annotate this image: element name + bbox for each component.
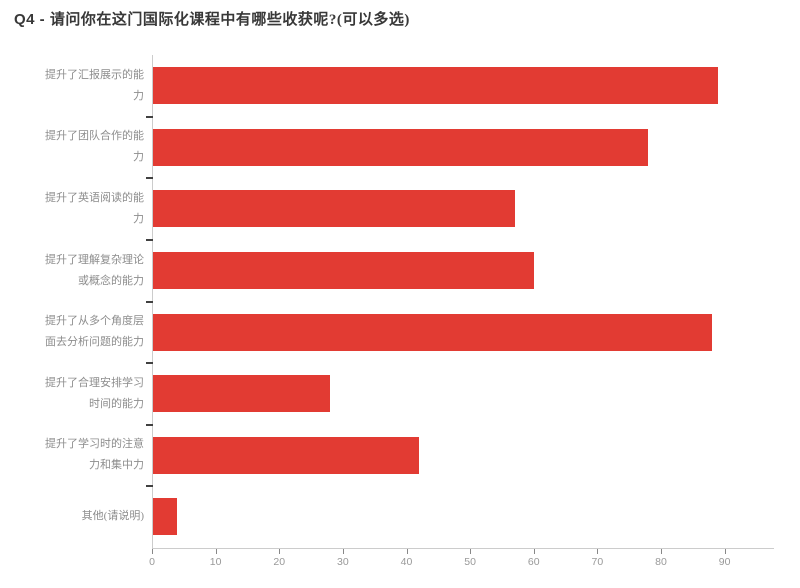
bar [152, 313, 712, 351]
bar [152, 498, 178, 536]
bar-track [152, 363, 773, 425]
horizontal-bar-chart: 提升了汇报展示的能力提升了团队合作的能力提升了英语阅读的能力提升了理解复杂理论或… [7, 55, 787, 580]
category-label: 提升了理解复杂理论 或概念的能力 [45, 253, 144, 287]
x-axis-tick-label: 60 [527, 556, 540, 568]
category-boundary-tick [146, 238, 153, 241]
x-axis-tick-label: 30 [337, 556, 349, 568]
category-boundary-tick [146, 423, 153, 426]
chart-row: 提升了合理安排学习 时间的能力 [7, 363, 773, 425]
x-axis-tick-label: 70 [591, 556, 604, 568]
category-boundary-tick [146, 177, 153, 180]
category-label: 提升了合理安排学习 时间的能力 [45, 376, 144, 410]
bar-track [152, 486, 773, 548]
bar-track [152, 55, 773, 117]
category-label: 提升了学习时的注意 力和集中力 [45, 438, 144, 472]
bar [152, 252, 534, 290]
question-text: 请问你在这门国际化课程中有哪些收获呢?(可以多选) [49, 12, 410, 28]
chart-row: 提升了团队合作的能力 [7, 117, 773, 179]
x-axis-tick [279, 549, 281, 554]
x-axis-tick [342, 549, 344, 554]
x-axis-tick [533, 549, 535, 554]
bar [152, 190, 515, 228]
bar-track [152, 240, 773, 302]
category-label: 提升了团队合作的能力 [45, 130, 144, 164]
chart-row: 提升了汇报展示的能力 [7, 55, 773, 117]
bar [152, 128, 649, 166]
bar-track [152, 178, 773, 240]
category-label: 提升了英语阅读的能力 [45, 191, 144, 225]
x-axis-tick-label: 50 [464, 556, 476, 568]
x-axis-tick [152, 549, 153, 554]
bar-track [152, 117, 773, 179]
bar [152, 67, 719, 105]
category-boundary-tick [146, 362, 153, 365]
x-axis-tick-label: 20 [273, 556, 286, 568]
chart-row: 提升了英语阅读的能力 [7, 178, 773, 240]
x-axis-line [152, 548, 774, 549]
category-boundary-tick [146, 300, 153, 303]
x-axis-tick-label: 10 [209, 556, 222, 568]
x-axis-tick [406, 549, 408, 554]
x-axis-tick-label: 80 [655, 556, 667, 568]
x-axis-tick-label: 40 [400, 556, 413, 568]
chart-row: 提升了从多个角度层 面去分析问题的能力 [7, 301, 773, 363]
x-axis-tick-label: 0 [149, 556, 155, 568]
question-title: Q4 - 请问你在这门国际化课程中有哪些收获呢?(可以多选) [14, 8, 410, 29]
chart-row: 其他(请说明) [7, 486, 773, 548]
chart-row: 提升了学习时的注意 力和集中力 [7, 425, 773, 487]
category-boundary-tick [146, 485, 153, 488]
bar-track [152, 425, 773, 487]
x-axis-tick [597, 549, 599, 554]
category-label: 提升了从多个角度层 面去分析问题的能力 [45, 315, 144, 349]
bar [152, 375, 331, 413]
y-axis-line [152, 55, 153, 552]
x-axis-tick [215, 549, 217, 554]
category-label: 其他(请说明) [81, 510, 144, 523]
x-axis-tick [661, 549, 663, 554]
x-axis-tick [724, 549, 726, 554]
question-number: Q4 - [14, 11, 46, 28]
chart-rows: 提升了汇报展示的能力提升了团队合作的能力提升了英语阅读的能力提升了理解复杂理论或… [7, 55, 773, 548]
chart-row: 提升了理解复杂理论 或概念的能力 [7, 240, 773, 302]
bar-track [152, 301, 773, 363]
x-axis-tick [470, 549, 472, 554]
category-label: 提升了汇报展示的能力 [45, 68, 144, 102]
bar [152, 436, 420, 474]
x-axis-tick-label: 90 [718, 556, 731, 568]
category-boundary-tick [146, 115, 153, 118]
